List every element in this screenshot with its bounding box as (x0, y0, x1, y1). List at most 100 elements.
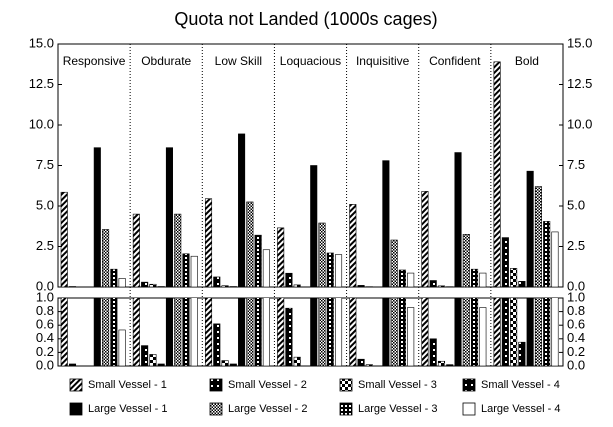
legend-swatch (339, 378, 353, 392)
legend-swatch (209, 402, 223, 416)
bar (518, 281, 526, 287)
y-tick-label: 0.6 (36, 317, 54, 332)
category-label: Obdurate (141, 54, 191, 68)
bar (149, 354, 157, 366)
category-label: Inquisitive (356, 54, 410, 68)
bar (93, 147, 101, 287)
bar (437, 285, 446, 287)
legend-swatch (462, 402, 476, 416)
bar (357, 358, 365, 366)
legend-swatch (339, 402, 353, 416)
bar (462, 234, 470, 287)
bar (479, 272, 487, 287)
bar (182, 298, 190, 366)
bar (318, 298, 326, 366)
bar (262, 298, 270, 366)
bar (132, 298, 140, 366)
legend-label: Large Vessel - 1 (88, 403, 168, 415)
y-tick-label: 0.2 (36, 344, 54, 359)
legend-label: Large Vessel - 2 (228, 403, 308, 415)
bar (382, 298, 390, 366)
bar (221, 285, 229, 287)
bar (398, 269, 406, 287)
bar (534, 298, 542, 366)
category-label: Low Skill (215, 54, 262, 68)
bar (407, 272, 415, 287)
bar (149, 283, 157, 287)
bar (110, 268, 118, 287)
bar (510, 298, 518, 366)
y-tick-label: 0.4 (36, 330, 54, 345)
bar (543, 221, 551, 287)
bar (277, 298, 285, 366)
bar (118, 329, 126, 366)
bar (190, 298, 198, 366)
bar (335, 254, 343, 287)
bar (390, 298, 398, 366)
bar (110, 298, 118, 366)
bar (213, 323, 221, 366)
category-label: Bold (515, 54, 539, 68)
bar (285, 307, 293, 366)
y2-tick-label: 0.0 (567, 278, 585, 293)
bar (429, 338, 437, 366)
bar (60, 191, 68, 287)
bar (229, 363, 237, 366)
y2-tick-label: 5.0 (567, 197, 585, 212)
bar (293, 356, 301, 366)
bar (326, 298, 334, 366)
bar (501, 237, 509, 287)
bar (335, 298, 343, 366)
bar (285, 272, 293, 287)
legend-swatch (69, 402, 83, 416)
y2-tick-label: 2.5 (567, 238, 585, 253)
bar (543, 298, 551, 366)
bar (446, 364, 454, 366)
y2-tick-label: 0.8 (567, 303, 585, 318)
y2-tick-label: 0.0 (567, 357, 585, 372)
bar (429, 280, 437, 287)
y-tick-label: 12.5 (29, 76, 54, 91)
bar (493, 298, 501, 366)
bar (165, 298, 173, 366)
legend-swatch (209, 378, 223, 392)
bar (254, 234, 262, 287)
bar (293, 284, 301, 287)
bar (326, 252, 334, 287)
bar (551, 298, 559, 366)
category-label: Confident (429, 54, 481, 68)
bar (462, 298, 470, 366)
bar (246, 201, 254, 287)
y-tick-label: 2.5 (36, 238, 54, 253)
bar (246, 298, 254, 366)
bar (349, 298, 357, 366)
bar (60, 298, 68, 366)
bar (102, 229, 110, 287)
chart-title: Quota not Landed (1000s cages) (174, 9, 437, 29)
bar (310, 298, 318, 366)
bar (190, 255, 198, 287)
bar (437, 360, 446, 366)
bar (254, 298, 262, 366)
y2-tick-label: 0.6 (567, 317, 585, 332)
bar (510, 268, 518, 287)
category-label: Responsive (63, 54, 126, 68)
bar (398, 298, 406, 366)
lower-bars (60, 298, 559, 366)
y-tick-label: 1.0 (36, 289, 54, 304)
bar (132, 213, 140, 287)
bar (421, 191, 429, 287)
category-label: Loquacious (280, 54, 341, 68)
y-tick-label: 15.0 (29, 35, 54, 50)
legend-label: Large Vessel - 3 (358, 403, 438, 415)
bar (454, 152, 462, 287)
bar (165, 147, 173, 287)
bar (526, 298, 534, 366)
bar (471, 268, 479, 287)
bar (471, 298, 479, 366)
legend-swatch (462, 378, 476, 392)
bar (318, 222, 326, 287)
upper-bars (60, 61, 559, 287)
bar (204, 298, 213, 366)
